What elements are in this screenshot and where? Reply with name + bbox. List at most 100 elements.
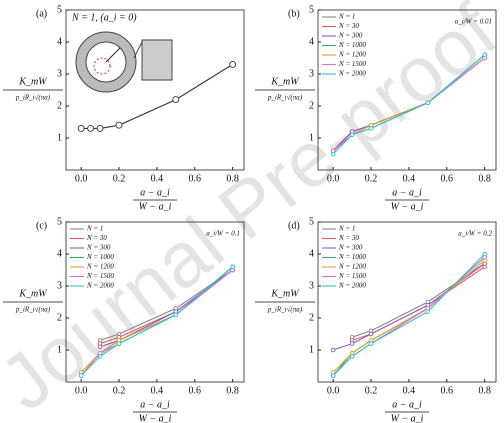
y-tick-label: 2	[57, 312, 62, 323]
annotation: N = 1, (a_i = 0)	[71, 12, 137, 23]
x-label-num: a − a_i	[140, 187, 170, 198]
legend-label: N = 1200	[338, 51, 366, 59]
legend-label: N = 30	[338, 234, 359, 242]
y-tick-label: 1	[57, 344, 62, 355]
point	[426, 101, 430, 105]
x-tick-label: 0.8	[478, 173, 491, 184]
y-tick-label: 4	[57, 36, 62, 47]
point	[231, 265, 235, 269]
inset-zoom	[142, 40, 172, 80]
y-label-den: p_iR_i√(πa)	[267, 94, 303, 102]
legend-label: N = 1200	[338, 263, 366, 271]
x-tick-label: 0.4	[151, 385, 164, 396]
legend-label: N = 300	[338, 32, 363, 40]
point	[369, 127, 373, 131]
legend-label: N = 1500	[86, 272, 114, 280]
x-tick-label: 0.2	[365, 173, 378, 184]
point	[97, 125, 103, 131]
x-tick-label: 0.6	[189, 173, 202, 184]
plot-frame	[66, 10, 244, 170]
x-tick-label: 0.0	[327, 385, 340, 396]
point	[331, 152, 335, 156]
point	[369, 332, 373, 336]
x-tick-label: 0.2	[365, 385, 378, 396]
y-label-num: K_mW	[18, 288, 48, 299]
annotation: a_i/W = 0.01	[455, 18, 492, 26]
x-label-num: a − a_i	[392, 399, 422, 410]
y-tick-label: 5	[309, 216, 314, 227]
inset-connector	[134, 42, 142, 58]
point	[173, 97, 179, 103]
x-tick-label: 0.2	[113, 173, 126, 184]
point	[483, 53, 487, 57]
legend-label: N = 1	[338, 225, 355, 233]
x-tick-label: 0.6	[441, 385, 454, 396]
x-label-num: a − a_i	[140, 399, 170, 410]
y-label-num: K_mW	[18, 76, 48, 87]
legend-label: N = 1	[86, 225, 103, 233]
point	[174, 313, 178, 317]
y-tick-label: 3	[309, 68, 314, 79]
y-tick-label: 1	[309, 344, 314, 355]
point	[79, 374, 83, 378]
legend-label: N = 1000	[338, 41, 366, 49]
point	[230, 61, 236, 67]
x-tick-label: 0.8	[478, 385, 491, 396]
y-tick-label: 1	[57, 132, 62, 143]
point	[98, 355, 102, 359]
figure: Journal Pre-proof (a)123450.00.20.40.60.…	[0, 0, 504, 423]
x-tick-label: 0.4	[151, 173, 164, 184]
y-label-num: K_mW	[270, 76, 300, 87]
panel-label: (b)	[288, 8, 300, 19]
legend-label: N = 1000	[338, 253, 366, 261]
y-tick-label: 4	[309, 36, 314, 47]
legend-label: N = 1000	[86, 253, 114, 261]
x-tick-label: 0.8	[226, 385, 239, 396]
y-tick-label: 5	[57, 4, 62, 15]
point	[483, 252, 487, 256]
x-tick-label: 0.0	[327, 173, 340, 184]
point	[98, 345, 102, 349]
page: Journal Pre-proof (a)123450.00.20.40.60.…	[0, 0, 504, 423]
y-tick-label: 5	[309, 4, 314, 15]
y-tick-label: 2	[57, 100, 62, 111]
x-tick-label: 0.6	[441, 173, 454, 184]
point	[350, 355, 354, 359]
legend-label: N = 2000	[338, 70, 366, 78]
y-tick-label: 3	[57, 68, 62, 79]
y-tick-label: 1	[309, 132, 314, 143]
legend-label: N = 1	[338, 13, 355, 21]
y-tick-label: 3	[309, 280, 314, 291]
y-tick-label: 4	[57, 248, 62, 259]
x-tick-label: 0.4	[403, 173, 416, 184]
x-tick-label: 0.0	[75, 173, 88, 184]
x-label-den: W − a_i	[139, 413, 172, 423]
legend-label: N = 300	[86, 244, 111, 252]
legend-label: N = 2000	[86, 282, 114, 290]
point	[369, 342, 373, 346]
point	[116, 122, 122, 128]
point	[350, 342, 354, 346]
legend-label: N = 30	[86, 234, 107, 242]
point	[350, 133, 354, 137]
point	[426, 310, 430, 314]
legend-label: N = 1500	[338, 272, 366, 280]
y-tick-label: 2	[309, 312, 314, 323]
panel-label: (c)	[36, 220, 47, 231]
legend-label: N = 2000	[338, 282, 366, 290]
y-label-num: K_mW	[270, 288, 300, 299]
x-tick-label: 0.4	[403, 385, 416, 396]
y-tick-label: 5	[57, 216, 62, 227]
x-label-num: a − a_i	[392, 187, 422, 198]
legend-label: N = 30	[338, 22, 359, 30]
x-tick-label: 0.8	[226, 173, 239, 184]
point	[88, 125, 94, 131]
y-label-den: p_iR_i√(πa)	[267, 306, 303, 314]
panel-label: (d)	[288, 220, 300, 231]
legend-label: N = 300	[338, 244, 363, 252]
x-tick-label: 0.2	[113, 385, 126, 396]
legend-label: N = 1200	[86, 263, 114, 271]
x-label-den: W − a_i	[139, 201, 172, 212]
x-label-den: W − a_i	[391, 201, 424, 212]
point	[78, 125, 84, 131]
